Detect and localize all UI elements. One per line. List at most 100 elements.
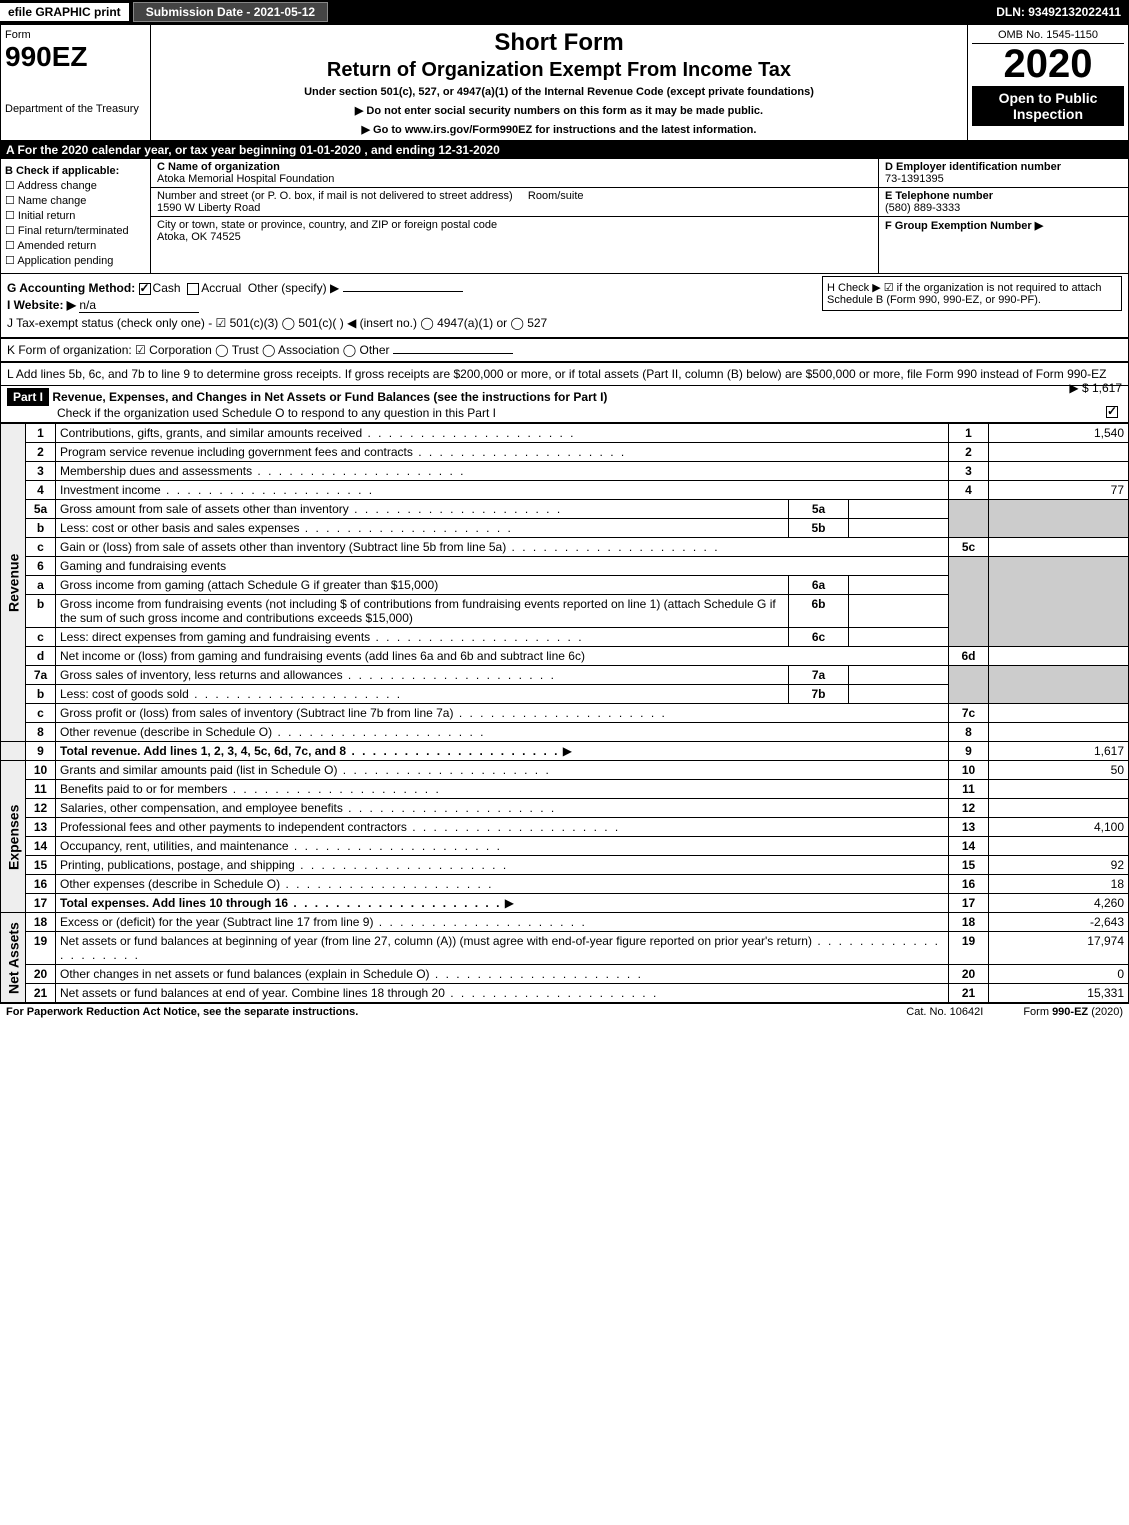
ln-12-rn: 12 — [949, 799, 989, 818]
under-section: Under section 501(c), 527, or 4947(a)(1)… — [159, 86, 959, 98]
line-k-block: K Form of organization: ☑ Corporation ◯ … — [0, 338, 1129, 362]
shade-7 — [949, 666, 989, 704]
ln-3-num: 3 — [26, 462, 56, 481]
ln-4-val: 77 — [989, 481, 1129, 500]
check-label: Initial return — [18, 210, 75, 222]
ln-6c-text: Less: direct expenses from gaming and fu… — [56, 628, 789, 647]
ln-5b-text: Less: cost or other basis and sales expe… — [56, 519, 789, 538]
ln-4-text: Investment income — [56, 481, 949, 500]
check-column: B Check if applicable: ☐ Address change … — [1, 159, 151, 273]
other-input[interactable] — [343, 291, 463, 292]
ln-11-rn: 11 — [949, 780, 989, 799]
ln-11-val — [989, 780, 1129, 799]
ln-20-text: Other changes in net assets or fund bala… — [56, 965, 949, 984]
ln-19-num: 19 — [26, 932, 56, 965]
check-pending[interactable]: ☐ Application pending — [5, 254, 146, 267]
ln-10-rn: 10 — [949, 761, 989, 780]
ln-14-num: 14 — [26, 837, 56, 856]
check-final-return[interactable]: ☐ Final return/terminated — [5, 224, 146, 237]
check-amended[interactable]: ☐ Amended return — [5, 239, 146, 252]
ln-17-text: Total expenses. Add lines 10 through 16 … — [56, 894, 949, 913]
ln-14-text: Occupancy, rent, utilities, and maintena… — [56, 837, 949, 856]
org-city-row: City or town, state or province, country… — [151, 217, 878, 245]
period-bar: A For the 2020 calendar year, or tax yea… — [0, 141, 1129, 159]
short-form-title: Short Form — [159, 29, 959, 57]
ln-6d-num: d — [26, 647, 56, 666]
ln-6d-rn: 6d — [949, 647, 989, 666]
schedule-o-checkbox[interactable] — [1106, 406, 1118, 418]
ln-6a-in: 6a — [789, 576, 849, 595]
ln-5b-num: b — [26, 519, 56, 538]
header-left: Form 990EZ Department of the Treasury — [1, 25, 151, 140]
ln-7a-text: Gross sales of inventory, less returns a… — [56, 666, 789, 685]
cash-checkbox[interactable] — [139, 283, 151, 295]
ln-16-num: 16 — [26, 875, 56, 894]
shade-5 — [949, 500, 989, 538]
form-number: 990EZ — [5, 41, 146, 73]
ln-12-text: Salaries, other compensation, and employ… — [56, 799, 949, 818]
ein: 73-1391395 — [885, 173, 944, 185]
org-name: Atoka Memorial Hospital Foundation — [157, 173, 334, 185]
check-address-change[interactable]: ☐ Address change — [5, 179, 146, 192]
ln-21-rn: 21 — [949, 984, 989, 1003]
part1-label: Part I — [7, 388, 49, 406]
ln-6d-val — [989, 647, 1129, 666]
ln-7b-in: 7b — [789, 685, 849, 704]
footer: For Paperwork Reduction Act Notice, see … — [0, 1003, 1129, 1020]
ln-14-val — [989, 837, 1129, 856]
ln-21-text: Net assets or fund balances at end of ye… — [56, 984, 949, 1003]
accrual-checkbox[interactable] — [187, 283, 199, 295]
check-initial-return[interactable]: ☐ Initial return — [5, 209, 146, 222]
shade-6 — [949, 557, 989, 647]
city-label: City or town, state or province, country… — [157, 219, 497, 231]
goto-link[interactable]: ▶ Go to www.irs.gov/Form990EZ for instru… — [159, 123, 959, 136]
ln-5b-ival — [849, 519, 949, 538]
expenses-side: Expenses — [1, 761, 26, 913]
ln-7c-rn: 7c — [949, 704, 989, 723]
ln-20-num: 20 — [26, 965, 56, 984]
ln-8-rn: 8 — [949, 723, 989, 742]
ln-13-val: 4,100 — [989, 818, 1129, 837]
right-column: D Employer identification number 73-1391… — [878, 159, 1128, 273]
ln-8-num: 8 — [26, 723, 56, 742]
ln-6-num: 6 — [26, 557, 56, 576]
ln-16-rn: 16 — [949, 875, 989, 894]
ln-7a-ival — [849, 666, 949, 685]
part1-sub: Check if the organization used Schedule … — [57, 406, 496, 420]
ln-1-val: 1,540 — [989, 424, 1129, 443]
efile-label[interactable]: efile GRAPHIC print — [0, 3, 129, 21]
rev-bottom — [1, 742, 26, 761]
shade-6v — [989, 557, 1129, 647]
netassets-side: Net Assets — [1, 913, 26, 1003]
check-label: Address change — [17, 180, 97, 192]
ln-1-text: Contributions, gifts, grants, and simila… — [56, 424, 949, 443]
k-other-input[interactable] — [393, 353, 513, 354]
ln-5a-text: Gross amount from sale of assets other t… — [56, 500, 789, 519]
line-k: K Form of organization: ☑ Corporation ◯ … — [7, 343, 390, 357]
check-label: Application pending — [17, 255, 113, 267]
ln-21-num: 21 — [26, 984, 56, 1003]
d-label: D Employer identification number — [885, 161, 1061, 173]
room-label: Room/suite — [528, 190, 584, 202]
ln-3-rn: 3 — [949, 462, 989, 481]
tax-year: 2020 — [972, 44, 1124, 84]
check-label: Amended return — [17, 240, 96, 252]
check-title: B Check if applicable: — [5, 165, 146, 177]
line-l-value: ▶ $ 1,617 — [1069, 381, 1122, 395]
group-row: F Group Exemption Number ▶ — [879, 217, 1128, 234]
ln-9-text: Total revenue. Add lines 1, 2, 3, 4, 5c,… — [56, 742, 949, 761]
top-bar: efile GRAPHIC print Submission Date - 20… — [0, 0, 1129, 24]
ln-11-text: Benefits paid to or for members — [56, 780, 949, 799]
phone-row: E Telephone number (580) 889-3333 — [879, 188, 1128, 217]
ln-6a-ival — [849, 576, 949, 595]
line-l: L Add lines 5b, 6c, and 7b to line 9 to … — [7, 367, 1106, 381]
ln-3-text: Membership dues and assessments — [56, 462, 949, 481]
f-label: F Group Exemption Number ▶ — [885, 220, 1043, 232]
part1-title: Revenue, Expenses, and Changes in Net As… — [52, 390, 607, 404]
check-name-change[interactable]: ☐ Name change — [5, 194, 146, 207]
ln-8-val — [989, 723, 1129, 742]
section-b: B Check if applicable: ☐ Address change … — [0, 159, 1129, 274]
ln-11-num: 11 — [26, 780, 56, 799]
ln-6c-ival — [849, 628, 949, 647]
revenue-side: Revenue — [1, 424, 26, 742]
